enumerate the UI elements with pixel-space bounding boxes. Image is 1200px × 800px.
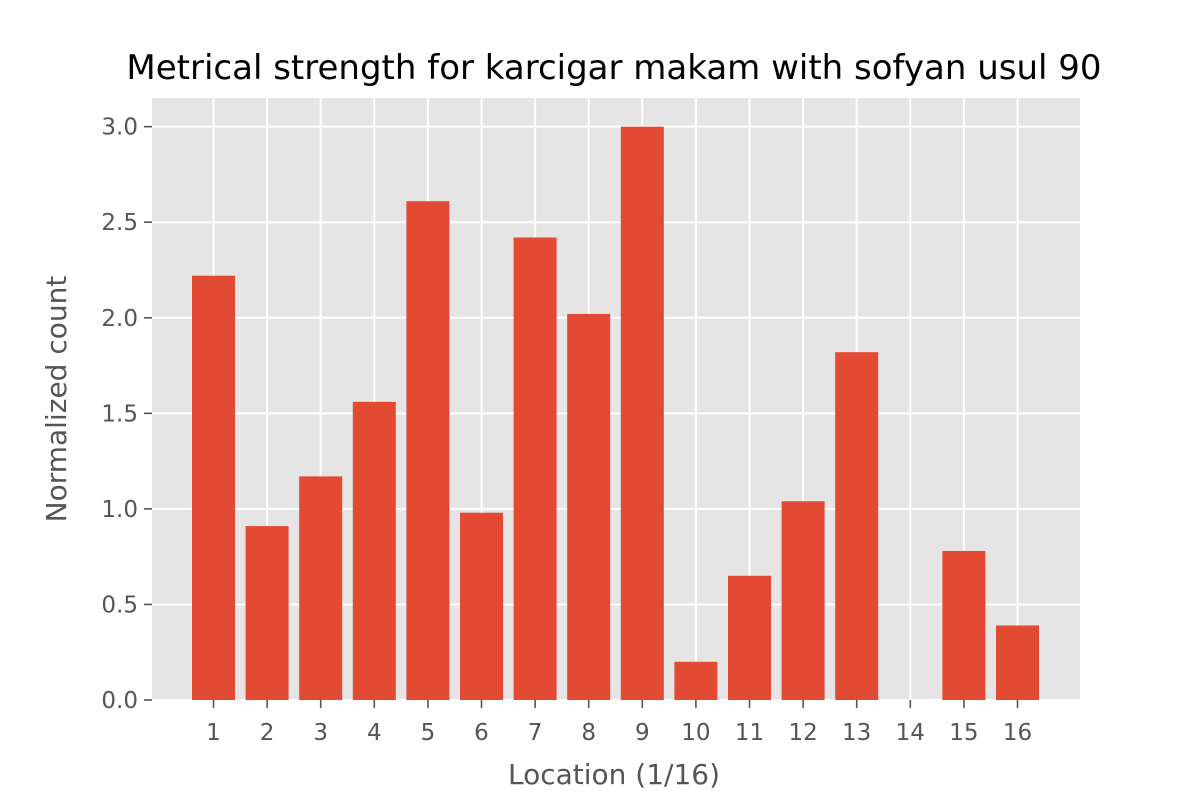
bars	[192, 126, 1039, 700]
bar-1	[192, 275, 235, 700]
bar-7	[513, 237, 557, 700]
x-tick-label: 4	[367, 720, 382, 746]
x-tick-label: 2	[260, 720, 275, 746]
x-tick-label: 10	[681, 720, 710, 746]
y-axis-ticks: 0.0 0.5 1.0 1.5 2.0 2.5 3.0	[101, 115, 152, 714]
x-tick-label: 15	[949, 720, 978, 746]
chart-title: Metrical strength for karcigar makam wit…	[126, 48, 1101, 88]
bar-13	[835, 352, 879, 700]
x-tick-label: 6	[474, 720, 489, 746]
y-tick-label: 1.5	[101, 401, 138, 427]
bar-15	[942, 550, 986, 700]
y-tick-label: 0.0	[101, 688, 138, 714]
y-tick-label: 1.0	[101, 497, 138, 523]
x-axis-ticks: 1 2 3 4 5 6 7 8 9 10 11 12 13 14 15 16	[206, 700, 1032, 746]
plot-area	[152, 98, 1080, 700]
bar-4	[352, 401, 396, 700]
x-tick-label: 16	[1003, 720, 1032, 746]
x-axis-label: Location (1/16)	[508, 758, 720, 791]
x-tick-label: 3	[313, 720, 328, 746]
bar-5	[406, 201, 450, 700]
x-tick-label: 14	[896, 720, 925, 746]
y-tick-label: 0.5	[101, 592, 138, 618]
x-tick-label: 1	[206, 720, 221, 746]
x-tick-label: 13	[842, 720, 871, 746]
y-tick-label: 2.5	[101, 210, 138, 236]
bar-3	[299, 476, 343, 700]
y-tick-label: 3.0	[101, 115, 138, 141]
x-tick-label: 8	[581, 720, 596, 746]
bar-11	[728, 575, 771, 700]
x-tick-label: 5	[421, 720, 436, 746]
y-tick-label: 2.0	[101, 306, 138, 332]
bar-6	[460, 512, 503, 700]
bar-9	[620, 126, 664, 700]
bar-8	[567, 313, 611, 700]
bar-10	[674, 661, 718, 700]
bar-16	[996, 625, 1039, 700]
x-tick-label: 9	[635, 720, 650, 746]
x-tick-label: 7	[528, 720, 543, 746]
x-tick-label: 11	[735, 720, 764, 746]
bar-12	[781, 501, 825, 700]
x-tick-label: 12	[788, 720, 817, 746]
y-axis-label: Normalized count	[40, 276, 73, 523]
bar-2	[245, 526, 289, 700]
